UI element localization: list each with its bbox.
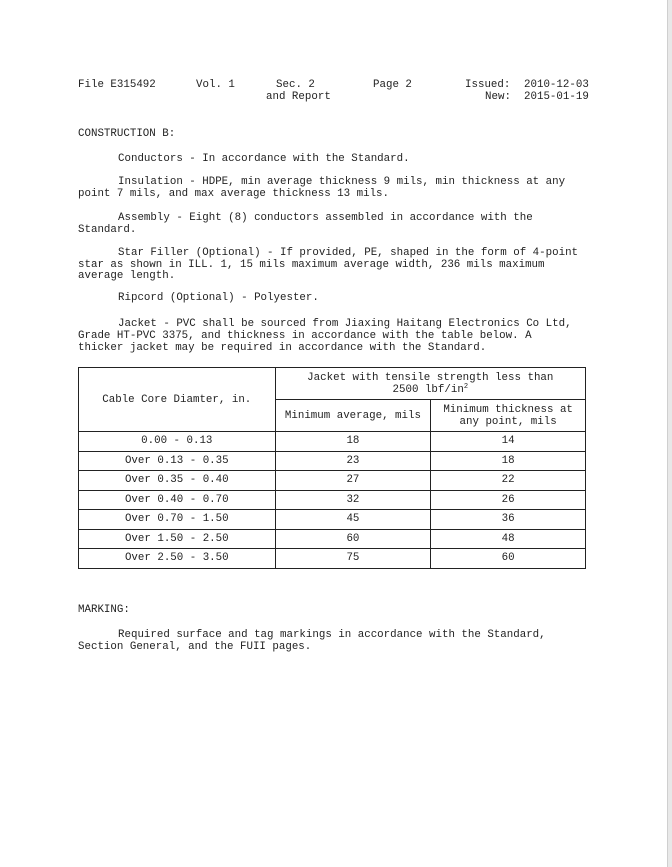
table-row: Over 0.13 - 0.35 23 18 <box>78 450 586 471</box>
header-min-average: Minimum average, mils <box>274 399 432 432</box>
issued-date: 2010-12-03 <box>524 79 589 91</box>
page-edge <box>667 0 672 867</box>
section: Sec. 2 <box>276 79 315 91</box>
star-filler-text: Star Filler (Optional) - If provided, PE… <box>118 247 579 259</box>
table-row: Over 2.50 - 3.50 75 60 <box>78 548 586 569</box>
cell-min-average: 27 <box>274 470 432 491</box>
cell-min-average: 32 <box>274 489 432 510</box>
star-filler-text-3: average length. <box>78 270 176 282</box>
new-date: 2015-01-19 <box>524 91 589 103</box>
table-row: Over 0.40 - 0.70 32 26 <box>78 489 586 510</box>
table-row: Over 0.70 - 1.50 45 36 <box>78 509 586 530</box>
volume: Vol. 1 <box>196 79 235 91</box>
cell-min-thickness: 22 <box>430 470 586 491</box>
header-jacket-group: Jacket with tensile strength less than 25… <box>274 367 587 400</box>
cell-diameter: Over 0.35 - 0.40 <box>78 470 276 491</box>
cell-min-average: 45 <box>274 509 432 530</box>
cell-diameter: Over 0.13 - 0.35 <box>78 450 276 471</box>
page-number: Page 2 <box>373 79 412 91</box>
cell-min-average: 23 <box>274 450 432 471</box>
header-min-thickness: Minimum thickness at any point, mils <box>430 399 586 432</box>
cell-diameter: Over 2.50 - 3.50 <box>78 548 276 569</box>
cell-min-average: 75 <box>274 548 432 569</box>
issued-label: Issued: <box>465 79 511 91</box>
section-sub: and Report <box>266 91 331 103</box>
header-core-diameter: Cable Core Diamter, in. <box>78 367 276 432</box>
jacket-text-2: Grade HT-PVC 3375, and thickness in acco… <box>78 330 532 342</box>
assembly-text-2: Standard. <box>78 224 137 236</box>
cell-min-average: 18 <box>274 431 432 452</box>
cell-min-thickness: 36 <box>430 509 586 530</box>
cell-min-thickness: 48 <box>430 528 586 549</box>
jacket-thickness-table: Cable Core Diamter, in. Jacket with tens… <box>78 367 587 569</box>
star-filler-text-2: star as shown in ILL. 1, 15 mils maximum… <box>78 259 545 271</box>
marking-text-2: Section General, and the FUII pages. <box>78 641 312 653</box>
construction-heading: CONSTRUCTION B: <box>78 128 176 140</box>
table-row: 0.00 - 0.13 18 14 <box>78 431 586 452</box>
jacket-text: Jacket - PVC shall be sourced from Jiaxi… <box>118 318 572 330</box>
marking-text: Required surface and tag markings in acc… <box>118 629 546 641</box>
cell-diameter: 0.00 - 0.13 <box>78 431 276 452</box>
cell-min-thickness: 26 <box>430 489 586 510</box>
cell-min-thickness: 18 <box>430 450 586 471</box>
table-row: Over 1.50 - 2.50 60 48 <box>78 528 586 549</box>
ripcord-text: Ripcord (Optional) - Polyester. <box>118 292 319 304</box>
table-row: Over 0.35 - 0.40 27 22 <box>78 470 586 491</box>
jacket-text-3: thicker jacket may be required in accord… <box>78 342 487 354</box>
cell-min-average: 60 <box>274 528 432 549</box>
cell-min-thickness: 14 <box>430 431 586 452</box>
new-label: New: <box>485 91 511 103</box>
cell-diameter: Over 0.40 - 0.70 <box>78 489 276 510</box>
conductors-text: Conductors - In accordance with the Stan… <box>118 153 410 165</box>
cell-min-thickness: 60 <box>430 548 586 569</box>
cell-diameter: Over 0.70 - 1.50 <box>78 509 276 530</box>
cell-diameter: Over 1.50 - 2.50 <box>78 528 276 549</box>
marking-heading: MARKING: <box>78 604 130 616</box>
assembly-text: Assembly - Eight (8) conductors assemble… <box>118 212 533 224</box>
file-number: File E315492 <box>78 79 156 91</box>
insulation-text: Insulation - HDPE, min average thickness… <box>118 176 566 188</box>
insulation-text-2: point 7 mils, and max average thickness … <box>78 188 390 200</box>
